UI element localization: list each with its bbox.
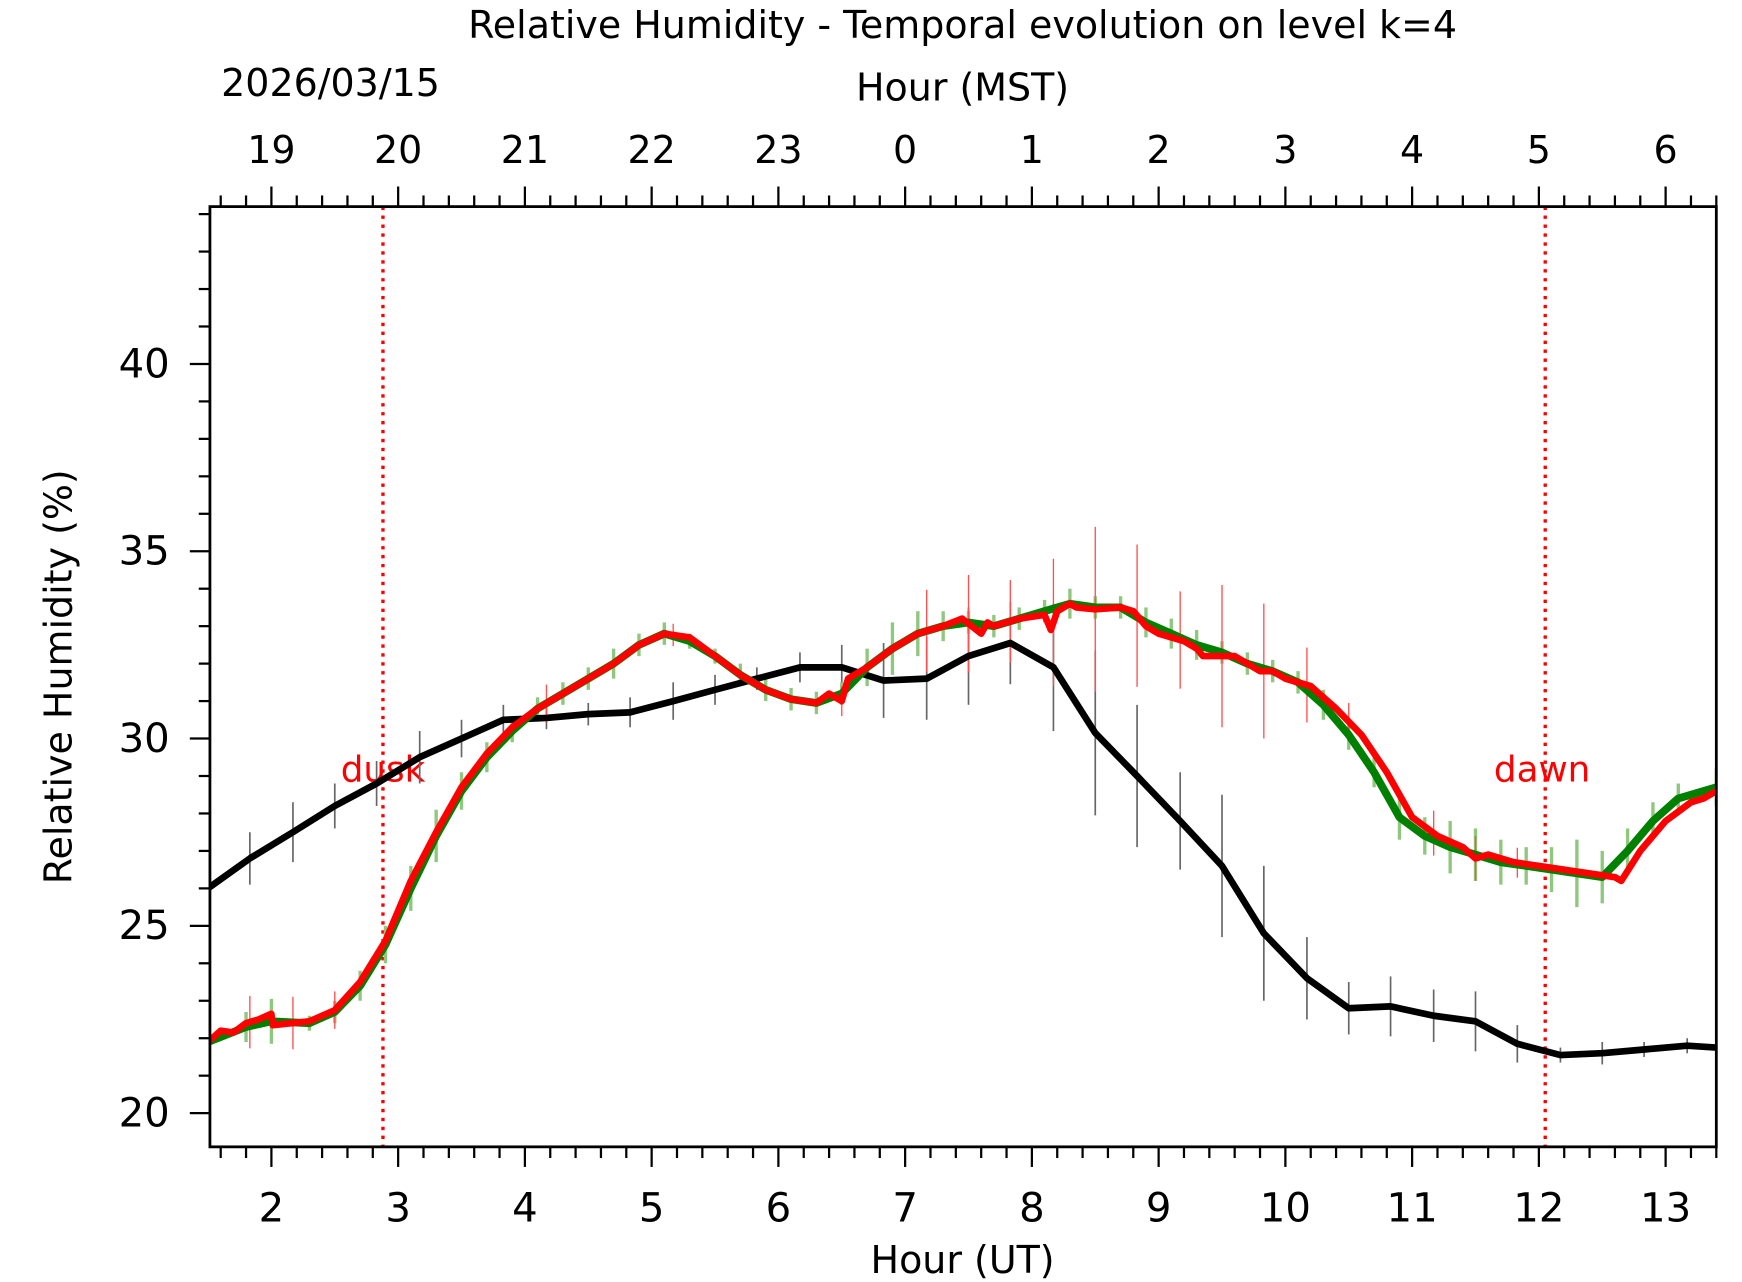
x2-tick-label: 1: [1020, 128, 1044, 172]
x2-tick-label: 2: [1147, 128, 1171, 172]
x2-tick-label: 6: [1654, 128, 1678, 172]
y-tick-label: 30: [119, 716, 170, 762]
series-group: [209, 526, 1717, 1065]
x-tick-label: 2: [259, 1186, 285, 1232]
y-tick-label: 40: [119, 341, 170, 387]
x-axis-label: Hour (UT): [871, 1238, 1055, 1282]
x2-tick-label: 22: [627, 128, 675, 172]
x2-tick-label: 4: [1400, 128, 1424, 172]
x-tick-label: 9: [1146, 1186, 1172, 1232]
x-tick-label: 8: [1019, 1186, 1045, 1232]
observed-smooth-line: [209, 599, 1717, 1046]
annotation-dawn: dawn: [1494, 750, 1590, 791]
x2-tick-label: 3: [1273, 128, 1297, 172]
x-tick-label: 7: [892, 1186, 918, 1232]
model-line: [209, 639, 1717, 1059]
x2-tick-label: 5: [1527, 128, 1551, 172]
x-tick-label: 12: [1513, 1186, 1564, 1232]
x2-tick-label: 20: [374, 128, 422, 172]
x2-tick-label: 19: [247, 128, 295, 172]
y-axis-label: Relative Humidity (%): [36, 469, 80, 884]
x-tick-label: 3: [385, 1186, 411, 1232]
x-tick-label: 5: [639, 1186, 665, 1232]
x-tick-label: 10: [1260, 1186, 1311, 1232]
y-tick-label: 35: [119, 529, 170, 575]
x-tick-label: 6: [766, 1186, 792, 1232]
x2-tick-label: 23: [754, 128, 802, 172]
observed-line: [209, 600, 1717, 1045]
x2-tick-label: 21: [501, 128, 549, 172]
x-tick-label: 4: [512, 1186, 538, 1232]
x-tick-label: 11: [1387, 1186, 1438, 1232]
x-tick-label: 13: [1640, 1186, 1691, 1232]
chart-title: Relative Humidity - Temporal evolution o…: [468, 3, 1457, 47]
x2-tick-label: 0: [893, 128, 917, 172]
top-axis-label: Hour (MST): [856, 66, 1069, 110]
y-tick-label: 25: [119, 903, 170, 949]
plot-frame: [208, 205, 1718, 1149]
date-label: 2026/03/15: [221, 61, 440, 105]
y-tick-label: 20: [119, 1091, 170, 1137]
